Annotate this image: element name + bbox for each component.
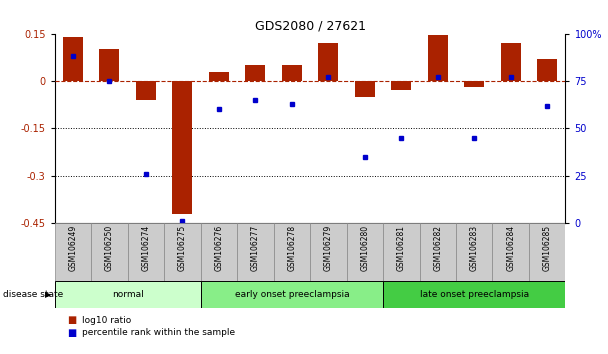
Bar bbox=[427, 35, 447, 81]
Bar bbox=[209, 72, 229, 81]
Bar bbox=[310, 223, 347, 281]
Bar bbox=[492, 223, 529, 281]
Bar bbox=[55, 281, 201, 308]
Bar bbox=[391, 81, 411, 90]
Bar bbox=[136, 81, 156, 100]
Text: early onset preeclampsia: early onset preeclampsia bbox=[235, 290, 349, 299]
Bar bbox=[347, 223, 383, 281]
Text: GSM106249: GSM106249 bbox=[69, 225, 77, 271]
Text: GSM106284: GSM106284 bbox=[506, 225, 515, 271]
Bar bbox=[128, 223, 164, 281]
Text: GSM106274: GSM106274 bbox=[142, 225, 150, 271]
Bar bbox=[282, 65, 302, 81]
Text: GSM106280: GSM106280 bbox=[361, 225, 369, 271]
Bar bbox=[500, 43, 520, 81]
Text: late onset preeclampsia: late onset preeclampsia bbox=[420, 290, 529, 299]
Bar bbox=[420, 223, 456, 281]
Text: ■: ■ bbox=[67, 328, 76, 338]
Bar bbox=[318, 43, 338, 81]
Text: disease state: disease state bbox=[3, 290, 63, 299]
Bar bbox=[63, 37, 83, 81]
Bar bbox=[164, 223, 201, 281]
Bar bbox=[383, 281, 565, 308]
Bar bbox=[237, 223, 274, 281]
Bar bbox=[91, 223, 128, 281]
Text: log10 ratio: log10 ratio bbox=[82, 316, 131, 325]
Text: GSM106276: GSM106276 bbox=[215, 225, 223, 271]
Bar bbox=[201, 281, 383, 308]
Text: GSM106282: GSM106282 bbox=[434, 225, 442, 271]
Text: GSM106275: GSM106275 bbox=[178, 225, 187, 271]
Text: GSM106281: GSM106281 bbox=[397, 225, 406, 271]
Bar bbox=[464, 81, 484, 87]
Bar bbox=[529, 223, 565, 281]
Bar bbox=[383, 223, 420, 281]
Bar bbox=[354, 81, 375, 97]
Text: GSM106279: GSM106279 bbox=[324, 225, 333, 271]
Text: GSM106277: GSM106277 bbox=[251, 225, 260, 271]
Bar bbox=[537, 59, 557, 81]
Title: GDS2080 / 27621: GDS2080 / 27621 bbox=[255, 19, 365, 33]
Bar bbox=[172, 81, 192, 213]
Bar bbox=[201, 223, 237, 281]
Bar bbox=[245, 65, 265, 81]
Text: normal: normal bbox=[112, 290, 143, 299]
Text: GSM106285: GSM106285 bbox=[543, 225, 551, 271]
Bar bbox=[55, 223, 91, 281]
Bar bbox=[274, 223, 310, 281]
Text: GSM106278: GSM106278 bbox=[288, 225, 296, 271]
Bar bbox=[99, 50, 119, 81]
Text: ▶: ▶ bbox=[45, 290, 52, 299]
Text: GSM106250: GSM106250 bbox=[105, 225, 114, 271]
Text: percentile rank within the sample: percentile rank within the sample bbox=[82, 328, 235, 337]
Text: ■: ■ bbox=[67, 315, 76, 325]
Bar bbox=[456, 223, 492, 281]
Text: GSM106283: GSM106283 bbox=[470, 225, 478, 271]
